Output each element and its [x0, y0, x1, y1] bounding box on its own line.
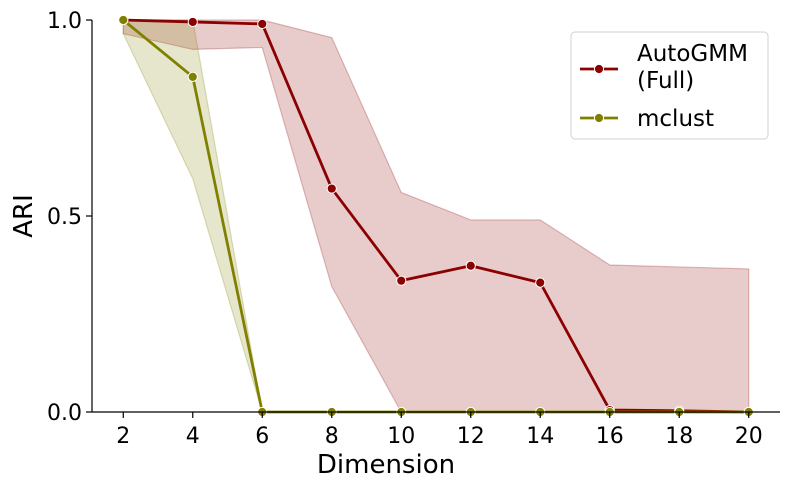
autogmm-full-point	[465, 260, 476, 271]
axes: 2 4 6 8 10 12 14 16 18 20 0.0 0.5 1.0 Dimension ARI	[9, 9, 780, 480]
x-tick-label: 2	[116, 424, 130, 449]
mclust-legend-label: mclust	[637, 106, 714, 132]
x-tick-label: 20	[735, 424, 763, 449]
y-tick-label: 0.5	[47, 205, 82, 230]
autogmm-full-legend-marker	[593, 63, 605, 75]
x-tick-label: 12	[457, 424, 485, 449]
autogmm-full-point	[535, 277, 546, 288]
autogmm-full-point	[257, 18, 268, 30]
legend-box	[570, 31, 769, 140]
autogmm-full-legend-label: (Full)	[637, 68, 694, 94]
x-axis-title: Dimension	[317, 450, 455, 480]
x-tick-label: 6	[255, 424, 269, 449]
y-tick-label: 0.0	[47, 401, 82, 426]
autogmm-full-legend-label: AutoGMM	[637, 41, 748, 67]
autogmm-full-line	[123, 18, 749, 414]
mclust-point	[118, 14, 129, 26]
autogmm-full-point	[396, 275, 407, 286]
series-points	[118, 14, 754, 418]
autogmm-full-point	[326, 183, 337, 194]
autogmm-full-point	[187, 16, 198, 28]
x-tick-label: 8	[325, 424, 339, 449]
mclust-legend-marker	[593, 112, 605, 124]
y-axis-title: ARI	[9, 194, 39, 238]
legend: AutoGMM(Full) mclust	[570, 31, 769, 140]
x-tick-label: 18	[665, 424, 693, 449]
y-tick-label: 1.0	[47, 9, 82, 34]
x-tick-label: 16	[596, 424, 624, 449]
x-tick-label: 14	[526, 424, 554, 449]
mclust-point	[187, 71, 198, 82]
x-tick-label: 4	[186, 424, 200, 449]
x-tick-label: 10	[387, 424, 415, 449]
